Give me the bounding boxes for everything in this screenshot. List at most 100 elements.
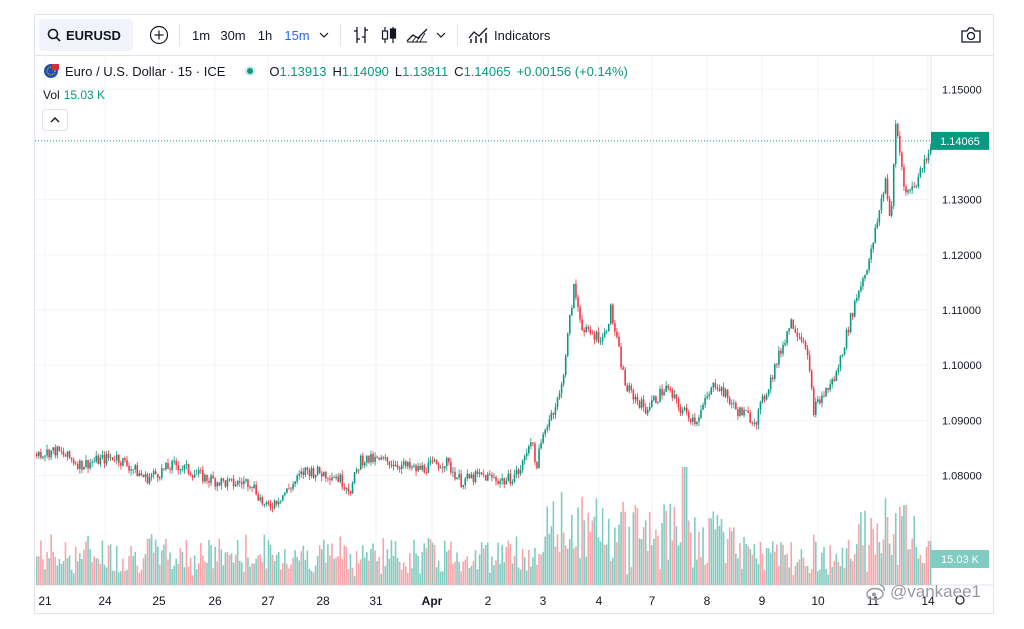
candle-body: [501, 478, 503, 481]
volume-bar: [730, 531, 733, 585]
candle-body: [644, 406, 647, 414]
candle-body: [495, 477, 497, 482]
time-tick-label: 26: [208, 594, 222, 608]
volume-bar: [40, 540, 42, 585]
candle-body: [888, 198, 891, 216]
candle-body: [423, 465, 426, 473]
candle-body: [802, 340, 805, 342]
volume-bar: [757, 563, 760, 585]
candle-body: [464, 478, 467, 486]
candle-body: [456, 477, 458, 480]
volume-bar: [862, 545, 864, 585]
volume-tag: [931, 550, 989, 568]
volume-bar: [546, 506, 549, 585]
volume-bar: [819, 569, 821, 585]
volume-bar: [536, 564, 538, 585]
volume-legend: Vol 15.03 K: [43, 88, 105, 102]
volume-bar: [542, 551, 544, 585]
chart-style-dropdown[interactable]: [431, 20, 451, 50]
volume-bar: [189, 557, 192, 585]
candles-style-button[interactable]: [375, 20, 403, 50]
volume-bar: [156, 546, 159, 585]
candle-body: [919, 168, 922, 177]
interval-dropdown[interactable]: [314, 20, 334, 50]
candle-body: [749, 412, 751, 423]
interval-15m[interactable]: 15m: [284, 27, 310, 43]
candle-body: [66, 451, 69, 457]
candle-body: [843, 347, 846, 355]
volume-bar: [392, 555, 395, 585]
area-style-button[interactable]: [403, 20, 431, 50]
candle-body: [466, 473, 469, 479]
volume-bar: [841, 547, 844, 585]
volume-bar: [290, 564, 292, 585]
candle-body: [72, 459, 75, 464]
candle-body: [429, 460, 432, 463]
candle-body: [720, 387, 723, 392]
candle-body: [915, 186, 918, 188]
candle-body: [724, 389, 727, 397]
interval-1m[interactable]: 1m: [191, 27, 211, 43]
volume-bar: [823, 547, 825, 585]
candle-body: [718, 388, 721, 392]
volume-bar: [120, 571, 122, 585]
compare-button[interactable]: [145, 20, 173, 50]
volume-bar: [622, 501, 624, 585]
bar-style-button[interactable]: [347, 20, 375, 50]
candle-body: [657, 401, 659, 403]
candle-body: [677, 399, 680, 408]
volume-bar: [890, 554, 893, 585]
candle-body: [909, 189, 911, 191]
candle-body: [853, 300, 856, 317]
collapse-legend-button[interactable]: [42, 109, 68, 131]
volume-bar: [810, 568, 813, 585]
interval-1h[interactable]: 1h: [257, 27, 273, 43]
candle-body: [755, 422, 758, 425]
volume-bar: [626, 574, 628, 585]
candle-body: [417, 465, 419, 472]
volume-bar: [468, 567, 471, 585]
volume-bar: [706, 562, 708, 585]
volume-bar: [550, 526, 553, 585]
volume-bar: [136, 565, 139, 585]
volume-bar: [499, 563, 501, 585]
candle-body: [480, 472, 483, 475]
candle-body: [780, 350, 782, 354]
volume-bar: [921, 562, 924, 585]
last-price-label: 1.14065: [940, 136, 980, 148]
candle-body: [228, 478, 231, 480]
volume-bar: [191, 575, 194, 585]
candle-body: [917, 176, 920, 187]
toolbar-divider: [179, 24, 180, 46]
time-tick-label: 4: [596, 594, 603, 608]
candle-body: [446, 457, 448, 467]
candle-body: [823, 395, 825, 397]
screenshot-button[interactable]: [957, 20, 985, 50]
volume-bar: [202, 555, 204, 585]
top-toolbar: EURUSD 1m 30m 1h 15m: [35, 15, 993, 56]
volume-bar: [634, 505, 637, 585]
symbol-search[interactable]: EURUSD: [39, 19, 133, 51]
volume-bar: [400, 569, 403, 585]
volume-bar: [864, 510, 866, 585]
candle-body: [739, 407, 741, 416]
volume-bar: [530, 566, 532, 585]
volume-bar: [271, 554, 274, 585]
volume-bar: [431, 542, 434, 585]
candle-body: [646, 409, 649, 414]
volume-bar: [437, 560, 440, 585]
high-value: 1.14090: [341, 63, 389, 79]
candle-body: [386, 457, 389, 462]
time-tick-label: 2: [485, 594, 492, 608]
interval-30m[interactable]: 30m: [220, 27, 246, 43]
volume-bar: [226, 551, 229, 585]
volume-bar: [316, 555, 319, 585]
area-chart-icon: [406, 28, 428, 43]
candle-body: [296, 475, 298, 482]
volume-bar: [193, 555, 196, 585]
volume-bar: [38, 556, 40, 585]
candle-body: [667, 385, 669, 389]
price-chart[interactable]: 1.14065 15.03 K 1.08000 1.09000 1.10000 1.110…: [35, 15, 993, 613]
indicators-button[interactable]: Indicators: [464, 20, 554, 50]
volume-bar: [150, 534, 153, 585]
